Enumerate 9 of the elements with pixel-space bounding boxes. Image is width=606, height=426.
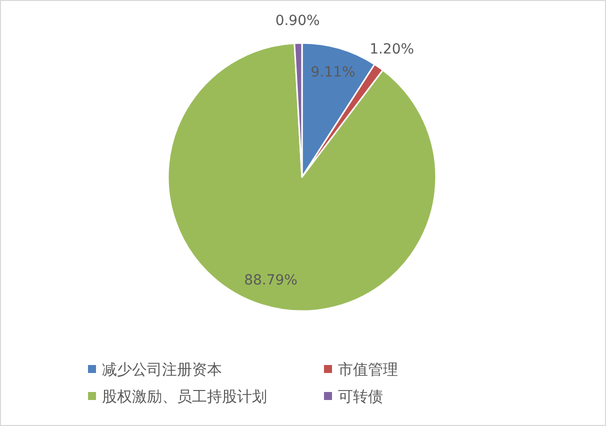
legend-label: 股权激励、员工持股计划: [102, 387, 267, 406]
legend-label: 可转债: [338, 387, 383, 406]
data-label: 0.90%: [275, 13, 320, 30]
data-label: 9.11%: [310, 64, 356, 80]
data-label: 88.79%: [244, 272, 298, 288]
data-label: 1.20%: [370, 41, 414, 58]
pie-slice: [167, 42, 437, 312]
legend-label: 市值管理: [338, 360, 398, 378]
legend-label: 减少公司注册资本: [102, 360, 222, 378]
